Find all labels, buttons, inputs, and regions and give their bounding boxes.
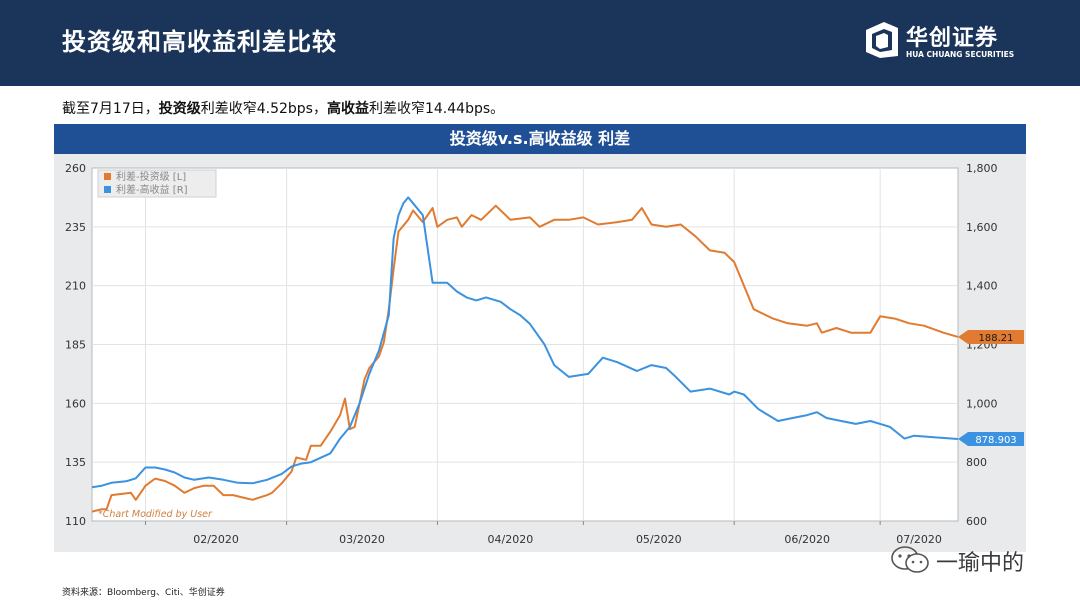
summary-text: 截至7月17日，投资级利差收窄4.52bps，高收益利差收窄14.44bps。: [62, 98, 504, 118]
company-logo: 华创证券 HUA CHUANG SECURITIES: [864, 20, 1024, 64]
x-axis-tick-label: 06/2020: [784, 533, 830, 546]
logo-name-en: HUA CHUANG SECURITIES: [906, 50, 1015, 59]
series-line-high-yield: [91, 196, 959, 489]
legend-label: 利差-投资级 [L]: [116, 170, 186, 183]
chart-title: 投资级v.s.高收益级 利差: [54, 124, 1026, 154]
summary-hy-label: 高收益: [326, 101, 369, 117]
summary-ig-label: 投资级: [158, 101, 201, 117]
chart-container: 投资级v.s.高收益级 利差 110 600 135 800 160 1,000 185 1,…: [54, 124, 1026, 552]
x-axis-tick-label: 04/2020: [488, 533, 534, 546]
legend-swatch: [104, 186, 111, 193]
x-axis-tick-label: 03/2020: [339, 533, 385, 546]
x-axis-tick-label: 02/2020: [193, 533, 239, 546]
left-axis-tick-label: 110: [65, 515, 86, 528]
summary-part-1: 截至7月17日，: [62, 101, 159, 117]
watermark-text: 一瑜中的: [936, 551, 1025, 576]
x-axis-tick-label: 07/2020: [896, 533, 942, 546]
right-axis-tick-label: 1,800: [966, 162, 998, 175]
left-axis-tick-label: 235: [65, 221, 86, 234]
right-axis-tick-label: 1,600: [966, 221, 998, 234]
left-axis-tick-label: 210: [65, 280, 86, 293]
left-axis-tick-label: 160: [65, 397, 86, 410]
chart-annotation: *Chart Modified by User: [98, 509, 213, 520]
logo-name-cn: 华创证券: [906, 26, 999, 51]
page-title: 投资级和高收益利差比较: [62, 28, 337, 56]
wechat-icon: [891, 546, 929, 573]
x-axis-tick-label: 05/2020: [636, 533, 682, 546]
last-value-label: 188.21: [979, 333, 1014, 344]
source-note: 资料来源：Bloomberg、Citi、华创证券: [62, 588, 225, 598]
logo-mark-icon: [866, 22, 898, 58]
page-header: 投资级和高收益利差比较 华创证券 HUA CHUANG SECURITIES: [0, 0, 1080, 86]
last-value-label: 878.903: [975, 435, 1016, 446]
summary-part-3: 利差收窄4.52bps，: [200, 101, 327, 117]
summary-part-5: 利差收窄14.44bps。: [368, 101, 505, 117]
left-axis-tick-label: 135: [65, 456, 86, 469]
watermark: 一瑜中的: [890, 545, 1070, 577]
right-axis-tick-label: 1,400: [966, 280, 998, 293]
legend-box: [97, 169, 217, 198]
right-axis-tick-label: 800: [966, 456, 987, 469]
right-axis-tick-label: 1,000: [966, 397, 998, 410]
left-axis-tick-label: 185: [65, 339, 86, 352]
left-axis-tick-label: 260: [65, 162, 86, 175]
last-value-marker: [958, 431, 1024, 446]
legend-swatch: [104, 173, 111, 180]
last-value-marker: [958, 329, 1024, 344]
legend-label: 利差-高收益 [R]: [116, 183, 188, 196]
series-line-investment-grade: [91, 204, 959, 513]
right-axis-tick-label: 600: [966, 515, 987, 528]
